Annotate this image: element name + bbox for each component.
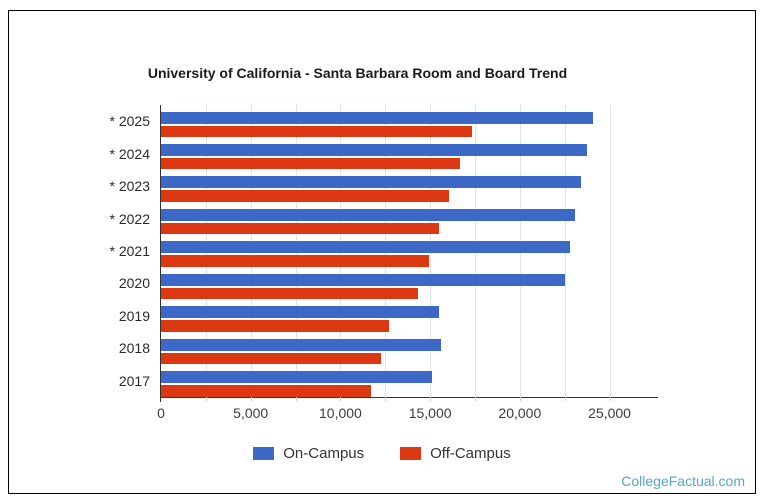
y-axis-label: * 2023 bbox=[109, 178, 150, 195]
gridline bbox=[609, 105, 611, 397]
chart-frame: University of California - Santa Barbara… bbox=[8, 10, 756, 494]
x-axis-tick bbox=[340, 397, 342, 401]
bar-on-campus[interactable] bbox=[161, 111, 594, 124]
bar-on-campus[interactable] bbox=[161, 143, 588, 156]
x-axis-tick bbox=[205, 397, 207, 401]
legend-item-off-campus: Off-Campus bbox=[400, 445, 511, 462]
bar-off-campus[interactable] bbox=[161, 222, 440, 235]
bar-off-campus[interactable] bbox=[161, 125, 473, 137]
x-axis-tick bbox=[160, 397, 161, 402]
y-axis-label: * 2022 bbox=[109, 210, 150, 227]
bar-off-campus[interactable] bbox=[161, 385, 372, 397]
x-axis-label: 15,000 bbox=[408, 405, 452, 421]
bar-off-campus[interactable] bbox=[161, 320, 389, 332]
bar-on-campus[interactable] bbox=[161, 241, 570, 254]
x-axis-tick bbox=[609, 397, 611, 401]
x-axis-tick bbox=[385, 397, 387, 401]
y-axis-label: * 2024 bbox=[109, 145, 150, 162]
plot-area: 0 5,000 10,000 15,000 20,000 25,000 * 2025 * 20… bbox=[110, 105, 658, 421]
x-axis-label: 10,000 bbox=[319, 405, 362, 421]
legend-swatch-icon bbox=[253, 447, 275, 460]
bar-on-campus[interactable] bbox=[161, 338, 441, 351]
x-axis-label: 0 bbox=[157, 405, 165, 421]
bar-off-campus[interactable] bbox=[161, 287, 418, 300]
x-axis-tick bbox=[564, 397, 566, 401]
x-axis-tick bbox=[295, 397, 297, 401]
x-axis-tick bbox=[430, 397, 432, 401]
x-axis-tick bbox=[519, 397, 521, 401]
bar-on-campus[interactable] bbox=[161, 176, 582, 189]
bar-off-campus[interactable] bbox=[161, 157, 461, 170]
legend-swatch-icon bbox=[400, 447, 422, 460]
legend-label: Off-Campus bbox=[430, 445, 511, 462]
y-axis-label: 2020 bbox=[118, 275, 150, 292]
x-axis-tick bbox=[250, 397, 252, 401]
bar-on-campus[interactable] bbox=[161, 371, 433, 384]
legend-item-on-campus: On-Campus bbox=[253, 445, 364, 462]
bar-off-campus[interactable] bbox=[161, 352, 381, 365]
y-axis-label: * 2025 bbox=[109, 113, 150, 130]
watermark-link[interactable]: CollegeFactual.com bbox=[621, 473, 745, 489]
x-axis-label: 25,000 bbox=[588, 405, 631, 421]
bar-on-campus[interactable] bbox=[161, 306, 439, 319]
y-axis-label: 2019 bbox=[118, 307, 150, 324]
x-axis-label: 20,000 bbox=[498, 405, 542, 421]
bar-on-campus[interactable] bbox=[161, 273, 565, 286]
legend: On-Campus Off-Campus bbox=[9, 445, 755, 462]
y-axis-label: 2017 bbox=[118, 372, 150, 389]
legend-label: On-Campus bbox=[283, 445, 365, 462]
x-axis-tick bbox=[474, 397, 476, 401]
y-axis-label: 2018 bbox=[118, 340, 150, 357]
x-axis-label: 5,000 bbox=[233, 405, 269, 421]
bar-off-campus[interactable] bbox=[161, 190, 449, 202]
chart-title: University of California - Santa Barbara… bbox=[147, 65, 568, 81]
y-axis-label: * 2021 bbox=[109, 243, 150, 259]
bar-off-campus[interactable] bbox=[161, 255, 430, 267]
bar-on-campus[interactable] bbox=[161, 208, 576, 221]
